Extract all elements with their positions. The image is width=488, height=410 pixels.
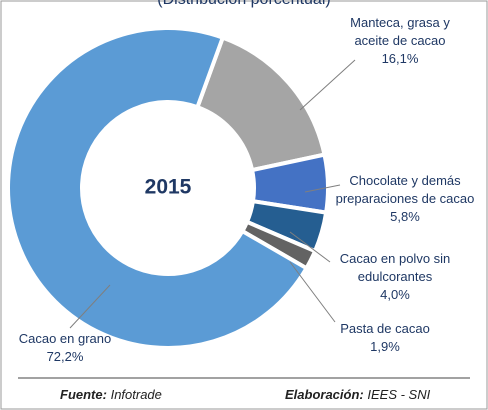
footer-label: Fuente:	[60, 387, 107, 402]
slice-label: Cacao en polvo sin edulcorantes 4,0%	[330, 250, 460, 304]
category-label: Cacao en polvo sin edulcorantes	[339, 251, 451, 284]
value-label: 16,1%	[381, 51, 419, 66]
chart-title: (Distribución porcentual)	[157, 0, 330, 8]
slice-label: Chocolate y demás preparaciones de cacao…	[330, 172, 480, 226]
slice-label: Manteca, grasa y aceite de cacao 16,1%	[340, 14, 460, 68]
category-label: Cacao en grano	[18, 331, 112, 346]
value-label: 5,8%	[390, 209, 420, 224]
value-label: 4,0%	[380, 287, 410, 302]
category-label: Chocolate y demás preparaciones de cacao	[335, 173, 475, 206]
leader-lines	[69, 59, 356, 329]
footer-source: Fuente: Infotrade	[60, 387, 162, 402]
leader-line	[289, 261, 336, 323]
leader-line	[299, 59, 356, 111]
value-label: 1,9%	[370, 339, 400, 354]
footer-text: Infotrade	[110, 387, 162, 402]
category-label: Manteca, grasa y aceite de cacao	[350, 15, 450, 48]
slice-label: Cacao en grano 72,2%	[10, 330, 120, 366]
footer-label: Elaboración:	[285, 387, 364, 402]
footer-author: Elaboración: IEES - SNI	[285, 387, 430, 402]
leader-line	[69, 284, 111, 329]
center-label: 2015	[145, 176, 192, 199]
leader-line	[304, 184, 341, 193]
donut-slice	[6, 26, 310, 350]
leader-line	[289, 231, 331, 263]
slice-label: Pasta de cacao 1,9%	[330, 320, 440, 356]
footer-text: IEES - SNI	[367, 387, 431, 402]
value-label: 72,2%	[46, 349, 84, 364]
category-label: Pasta de cacao	[340, 321, 430, 336]
